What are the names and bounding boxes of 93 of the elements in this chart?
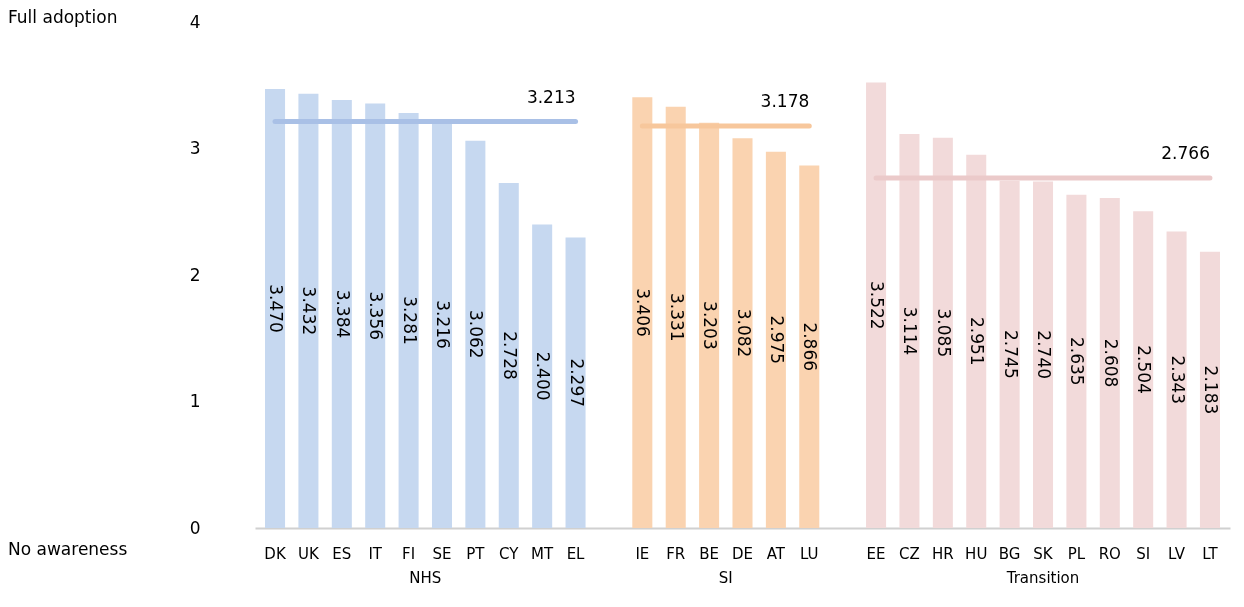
data-label: 2.635 [1067, 337, 1088, 386]
bar [465, 140, 486, 528]
data-label: 3.114 [900, 306, 921, 356]
data-label: 3.384 [332, 289, 353, 339]
data-label: 2.183 [1200, 365, 1221, 415]
data-label: 2.343 [1167, 355, 1188, 405]
bar [298, 93, 319, 528]
data-label: 3.213 [526, 86, 576, 107]
data-label: 3.203 [700, 301, 721, 350]
data-label: 2.297 [566, 358, 587, 408]
bar [1066, 194, 1087, 528]
bar [932, 137, 953, 528]
x-tick-label: FI [402, 545, 416, 563]
bar [365, 103, 386, 528]
data-label: 2.951 [967, 317, 988, 366]
data-label: 2.766 [1161, 143, 1210, 164]
data-label: 3.178 [760, 90, 810, 111]
bar [1099, 198, 1120, 528]
x-tick-label: LU [799, 545, 819, 563]
bar [732, 138, 753, 528]
data-label: 2.504 [1134, 345, 1155, 394]
bar [1199, 251, 1220, 528]
text: NHS [409, 569, 442, 587]
data-label: 2.866 [800, 322, 821, 372]
data-label: 3.432 [299, 286, 320, 336]
y-tick-label: 2 [189, 264, 201, 285]
data-label: 3.522 [867, 280, 888, 330]
x-tick-label: SE [432, 545, 452, 563]
data-label: 2.728 [499, 331, 520, 380]
bar [999, 180, 1020, 528]
x-tick-label: BE [699, 545, 719, 563]
bar [866, 82, 887, 528]
bar [431, 121, 452, 528]
data-label: 2.400 [533, 351, 554, 401]
data-label: 3.406 [633, 288, 654, 337]
text: SI [718, 569, 733, 587]
x-tick-label: BG [998, 545, 1021, 563]
data-label: 3.356 [366, 291, 387, 341]
y-tick-label: 3 [189, 138, 201, 158]
x-tick-label: ES [332, 545, 352, 563]
bar [899, 134, 920, 528]
bar [799, 165, 820, 528]
text: Transition [1005, 569, 1080, 587]
x-tick-label: DE [731, 545, 754, 563]
x-tick-label: SI [1136, 545, 1151, 563]
data-label: 3.470 [266, 284, 287, 333]
bar [632, 97, 653, 528]
x-tick-label: PT [466, 545, 486, 563]
bar [498, 182, 519, 528]
data-label: 3.281 [399, 296, 420, 345]
data-label: 2.608 [1100, 338, 1121, 388]
x-tick-label: HR [931, 545, 954, 563]
x-tick-label: SK [1033, 545, 1054, 563]
y-tick-label: 0 [189, 517, 201, 538]
x-tick-label: IE [635, 545, 650, 563]
x-tick-label: PL [1067, 545, 1086, 563]
data-label: 3.331 [666, 292, 687, 342]
bar [565, 237, 586, 528]
data-label: 3.082 [733, 308, 754, 358]
x-tick-label: CY [499, 545, 520, 563]
data-label: 2.745 [1000, 330, 1021, 379]
x-tick-label: HU [965, 545, 988, 563]
bar [398, 112, 419, 528]
y-tick-label: 1 [189, 391, 201, 411]
text: No awareness [8, 539, 128, 559]
x-tick-label: DK [264, 545, 287, 563]
bar [265, 89, 286, 528]
data-label: 2.740 [1034, 330, 1055, 380]
x-tick-label: EL [566, 545, 586, 563]
data-label: 2.975 [766, 315, 787, 365]
bar [1166, 231, 1187, 528]
x-tick-label: LT [1202, 545, 1219, 563]
bar [966, 154, 987, 528]
bar [765, 151, 786, 528]
bar [1033, 181, 1054, 528]
x-tick-label: FR [666, 545, 686, 563]
x-tick-label: RO [1098, 545, 1121, 563]
y-tick-label: 4 [189, 11, 201, 32]
x-tick-label: AT [766, 545, 786, 563]
bar [1133, 211, 1154, 528]
bar [665, 106, 686, 528]
data-label: 3.062 [466, 309, 487, 359]
x-tick-label: LV [1168, 545, 1186, 563]
data-label: 3.216 [432, 300, 453, 349]
x-tick-label: EE [866, 545, 886, 563]
bar [532, 224, 553, 528]
x-tick-label: IT [368, 545, 383, 563]
x-tick-label: MT [531, 545, 555, 563]
x-tick-label: UK [298, 545, 320, 563]
x-tick-label: CZ [899, 545, 920, 563]
text: Full adoption [8, 7, 118, 27]
bar [331, 99, 352, 528]
data-label: 3.085 [933, 308, 954, 358]
